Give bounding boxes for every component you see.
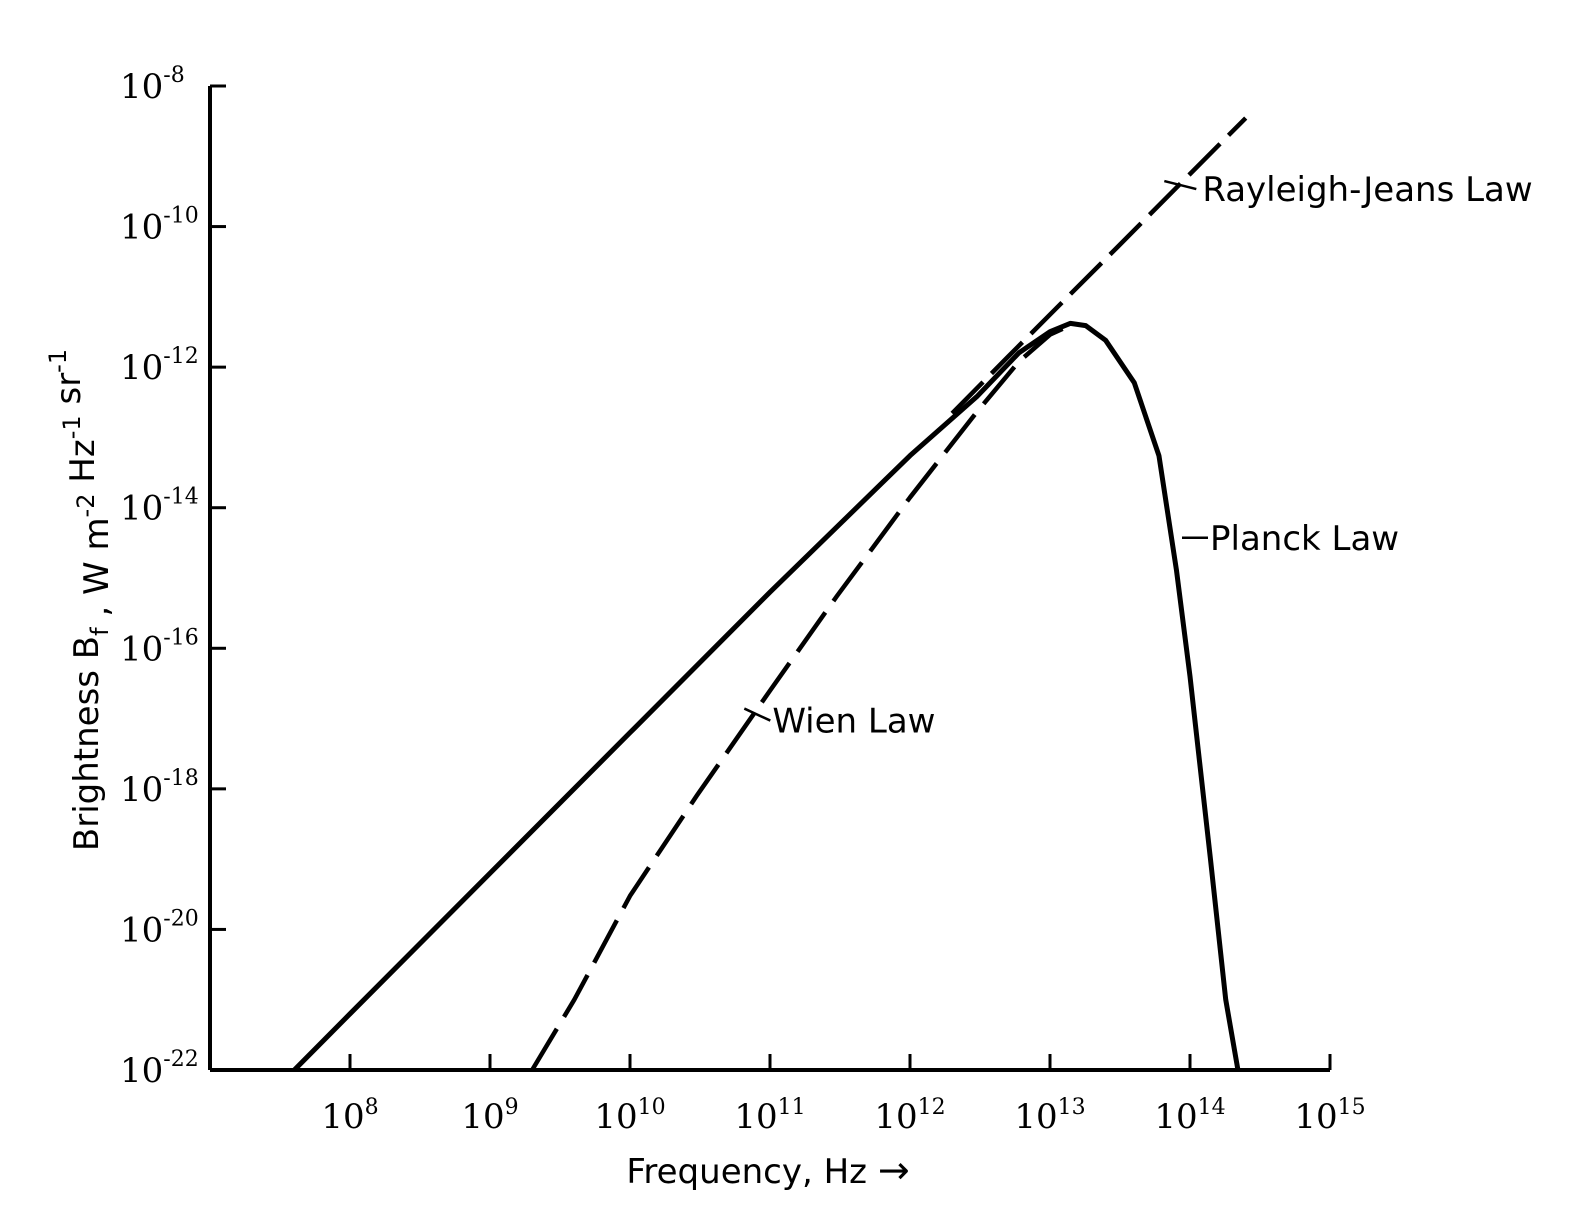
y-tick-label--10: 10-10	[120, 204, 199, 248]
x-tick-label-8: 108	[321, 1095, 378, 1137]
series-planck-law	[292, 320, 1241, 1072]
x-tick-label-9: 109	[461, 1095, 518, 1137]
series-rayleigh-jeans-law	[950, 116, 1248, 415]
annotation-leader-wien-law	[743, 707, 771, 722]
y-tick-label--22: 10-22	[120, 1047, 199, 1091]
annotation-wien-law: Wien Law	[772, 702, 935, 742]
labels-layer: 108 109 1010 1011 1012 1013 1014 1015 10-22 10-20…	[44, 63, 1366, 1192]
y-axis-label: Brightness Bf , W m-2 Hz-1 sr-1	[44, 349, 117, 851]
y-tick-label--16: 10-16	[120, 625, 199, 669]
x-axis-label: Frequency, Hz →	[626, 1148, 909, 1192]
axes	[208, 84, 1332, 1072]
x-tick-label-10: 1010	[594, 1095, 665, 1137]
y-tick-label--18: 10-18	[120, 766, 199, 810]
y-tick-label--14: 10-14	[120, 485, 199, 529]
annotation-planck-law: Planck Law	[1210, 519, 1399, 559]
y-tick-label--12: 10-12	[120, 344, 199, 388]
x-tick-label-11: 1011	[734, 1095, 805, 1137]
annotation-layer: Rayleigh-Jeans Law Planck Law Wien Law	[743, 170, 1533, 742]
series-layer	[292, 116, 1248, 1072]
annotation-leader-rayleigh-jeans-law	[1164, 179, 1197, 191]
y-tick-label--8: 10-8	[120, 63, 185, 107]
x-axis-arrow-icon: →	[878, 1148, 910, 1192]
x-tick-label-14: 1014	[1154, 1095, 1225, 1137]
x-tick-label-12: 1012	[874, 1095, 945, 1137]
x-tick-label-15: 1015	[1294, 1095, 1365, 1137]
annotation-rayleigh-jeans-law: Rayleigh-Jeans Law	[1202, 170, 1532, 210]
series-wien-law	[530, 321, 1076, 1072]
y-tick-label--20: 10-20	[120, 906, 199, 950]
x-tick-label-13: 1013	[1014, 1095, 1085, 1137]
